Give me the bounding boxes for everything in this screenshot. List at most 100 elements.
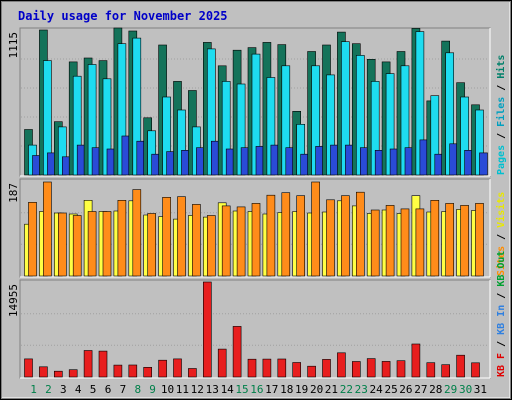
bar-sites-day-9: [147, 213, 156, 277]
x-tick-label-day-24: 24: [369, 383, 383, 396]
x-tick-label-day-18: 18: [280, 383, 293, 396]
bar-sites-day-5: [87, 211, 97, 277]
x-tick-label-day-3: 3: [60, 383, 67, 396]
bar-kb-f-day-1: [24, 358, 33, 378]
x-tick-label-day-28: 28: [429, 383, 442, 396]
bar-kb-f-day-17: [262, 358, 272, 378]
bar-sites-day-24: [370, 209, 380, 277]
bar-kb-f-day-15: [232, 326, 242, 378]
bar-kb-f-day-13: [203, 281, 212, 378]
x-tick-label-day-6: 6: [105, 383, 112, 396]
x-tick-label-day-7: 7: [120, 383, 127, 396]
x-tick-label-day-5: 5: [90, 383, 97, 396]
bar-kb-f-day-3: [53, 370, 63, 378]
bar-kb-f-day-8: [128, 364, 138, 378]
bar-marks: [24, 27, 488, 378]
bar-sites-day-22: [341, 195, 350, 277]
series-axis-separator: /: [496, 127, 507, 145]
y-max-label-hits-files-pages: 1115: [7, 32, 20, 59]
bar-sites-day-17: [266, 194, 276, 277]
bar-sites-day-14: [221, 205, 231, 277]
bar-kb-f-day-7: [113, 364, 123, 378]
x-tick-label-day-22: 22: [340, 383, 353, 396]
bar-sites-day-6: [102, 211, 112, 277]
bar-kb-f-day-21: [322, 359, 331, 378]
bar-sites-day-28: [430, 200, 440, 277]
x-tick-label-day-20: 20: [310, 383, 323, 396]
bar-kb-f-day-19: [292, 362, 302, 378]
chart-title: Daily usage for November 2025: [18, 9, 228, 23]
x-tick-label-day-31: 31: [474, 383, 487, 396]
x-tick-label-day-30: 30: [459, 383, 472, 396]
x-tick-label-day-17: 17: [265, 383, 278, 396]
series-axis-separator: /: [496, 79, 507, 97]
bar-sites-day-19: [296, 195, 306, 277]
bar-kb-f-day-23: [351, 361, 361, 378]
bar-sites-day-27: [415, 208, 425, 277]
bar-kb-f-day-31: [471, 362, 480, 378]
x-tick-label-day-29: 29: [444, 383, 457, 396]
bar-sites-day-3: [57, 212, 67, 277]
bar-sites-day-15: [236, 206, 246, 277]
x-tick-label-day-21: 21: [325, 383, 338, 396]
series-axis-label-hits: Hits: [495, 55, 507, 79]
bar-sites-day-10: [162, 197, 171, 277]
bar-sites-day-25: [385, 205, 395, 277]
bar-sites-day-16: [251, 203, 261, 277]
bar-kb-f-day-27: [411, 343, 421, 378]
bar-kb-f-day-9: [143, 366, 152, 378]
bar-sites-day-30: [460, 205, 469, 277]
x-tick-label-day-27: 27: [414, 383, 427, 396]
series-axis-label-sites: Sites: [495, 246, 507, 276]
bar-pages-day-31: [479, 152, 488, 176]
x-tick-label-day-8: 8: [134, 383, 141, 396]
bar-sites-day-20: [311, 181, 320, 277]
bar-kb-f-day-16: [247, 358, 257, 378]
bar-kb-f-day-30: [456, 354, 465, 378]
x-tick-label-day-4: 4: [75, 383, 82, 396]
bar-sites-day-26: [400, 208, 410, 277]
bar-kb-f-day-18: [277, 358, 287, 378]
x-tick-label-day-23: 23: [355, 383, 368, 396]
x-tick-label-day-19: 19: [295, 383, 308, 396]
bar-kb-f-day-5: [83, 350, 93, 378]
x-tick-label-day-11: 11: [176, 383, 189, 396]
series-axis-label-kb-f: KB F: [496, 353, 507, 377]
x-tick-label-day-16: 16: [250, 383, 263, 396]
x-tick-label-day-1: 1: [30, 383, 37, 396]
bar-sites-day-8: [132, 189, 142, 277]
bar-sites-day-23: [355, 191, 365, 277]
bar-sites-day-11: [177, 196, 186, 277]
x-tick-label-day-26: 26: [399, 383, 412, 396]
bar-kb-f-day-22: [337, 352, 346, 378]
bar-sites-day-21: [326, 199, 335, 277]
x-tick-label-day-10: 10: [161, 383, 174, 396]
y-max-label-kbytes: 14955: [7, 284, 20, 317]
y-max-label-visits-sites: 187: [7, 183, 20, 203]
series-axis-separator: /: [496, 228, 507, 246]
bar-kb-f-day-24: [366, 358, 376, 378]
x-tick-label-day-13: 13: [206, 383, 219, 396]
bar-kb-f-day-26: [396, 360, 406, 378]
x-tick-label-day-12: 12: [191, 383, 204, 396]
bar-sites-day-31: [475, 203, 484, 277]
bar-sites-day-13: [207, 215, 216, 277]
x-tick-label-day-9: 9: [149, 383, 156, 396]
series-axis-label-kb-out: KB Out: [496, 251, 507, 287]
x-tick-label-day-25: 25: [384, 383, 397, 396]
series-axis-separator: /: [496, 335, 507, 353]
bar-sites-day-4: [72, 215, 82, 277]
bar-sites-day-12: [192, 204, 201, 277]
series-axis-label-kbytes: KB F / KB In / KB Out: [496, 251, 507, 377]
series-axis-separator: /: [496, 287, 507, 305]
bar-kb-f-day-14: [217, 348, 227, 378]
bar-kb-f-day-20: [307, 365, 316, 378]
x-tick-label-day-14: 14: [221, 383, 235, 396]
bar-kb-f-day-2: [39, 366, 48, 378]
bar-sites-day-1: [28, 202, 37, 277]
bar-kb-f-day-29: [441, 364, 451, 378]
bar-kb-f-day-4: [68, 369, 78, 378]
